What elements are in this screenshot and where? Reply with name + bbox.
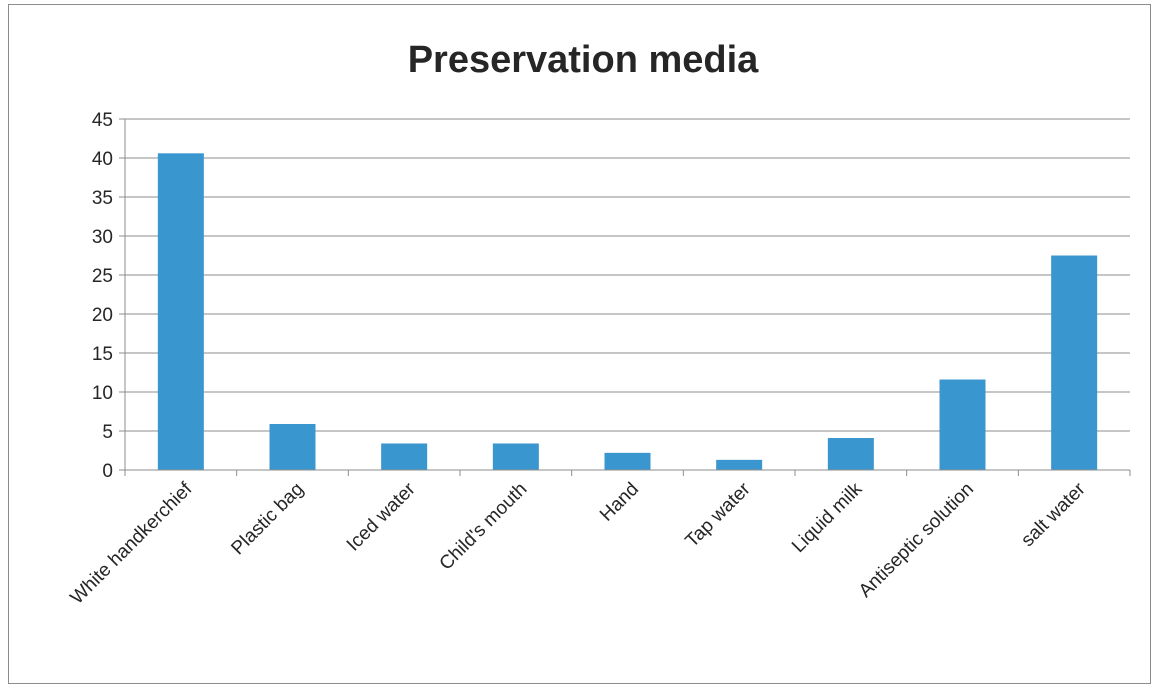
x-tick-label: Liquid milk [788,478,867,557]
bar [939,379,986,470]
x-tick-label: White handkerchief [67,478,197,608]
y-tick-label: 25 [92,266,113,287]
y-tick-label: 20 [92,305,113,326]
x-tick-label: Hand [596,479,643,526]
x-tick-label: Child's mouth [436,479,532,575]
bar [381,443,428,470]
chart-title: Preservation media [408,39,759,81]
y-tick-label: 15 [92,344,113,365]
x-tick-label: Antiseptic solution [855,479,978,602]
bar [1051,255,1098,470]
axes [124,119,1130,471]
y-tick-label: 0 [102,461,113,482]
y-tick-label: 5 [102,422,113,443]
y-tick-label: 10 [92,383,113,404]
bar [157,153,204,470]
x-tick-label: Plastic bag [227,479,308,560]
x-tick-label: Iced water [343,478,420,555]
y-tick-label: 35 [92,188,113,209]
bar [604,452,651,470]
y-tick-label: 45 [92,110,113,131]
bar [269,423,316,470]
bars [157,153,1098,470]
x-tick-labels: White handkerchief Plastic bag Iced water C… [67,470,1131,609]
bar [827,438,874,470]
bar [716,459,763,470]
x-tick-label: salt water [1017,478,1090,551]
x-tick-label: Tap water [682,478,756,552]
y-tick-labels: 0 5 10 15 20 25 30 35 40 45 [92,110,125,482]
y-tick-label: 30 [92,227,113,248]
y-tick-label: 40 [92,149,113,170]
bar [492,443,539,470]
